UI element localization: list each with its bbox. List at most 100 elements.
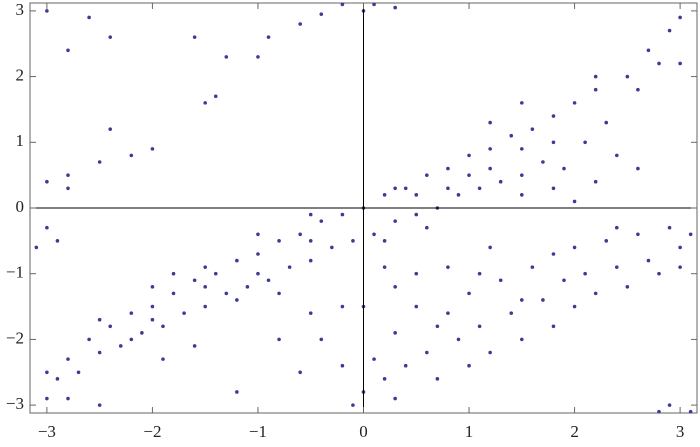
- point: [150, 317, 155, 322]
- point: [520, 193, 524, 197]
- point: [488, 166, 492, 171]
- point: [319, 12, 324, 16]
- point: [203, 304, 207, 309]
- point: [45, 179, 49, 184]
- x-tick-label: −3: [38, 422, 56, 441]
- point: [87, 337, 91, 342]
- x-tick-label: 1: [465, 422, 474, 441]
- point: [467, 173, 471, 177]
- point: [636, 87, 640, 92]
- point: [572, 199, 577, 204]
- point: [256, 271, 260, 276]
- point: [488, 350, 492, 355]
- point: [414, 193, 419, 197]
- point: [97, 160, 102, 164]
- point: [688, 232, 693, 237]
- point: [541, 298, 545, 302]
- point: [530, 265, 535, 269]
- point: [393, 396, 397, 401]
- point: [488, 245, 492, 250]
- point: [562, 166, 566, 171]
- point: [97, 403, 102, 407]
- point: [171, 291, 176, 296]
- point: [308, 239, 313, 243]
- point: [182, 311, 186, 315]
- point: [425, 173, 429, 177]
- point: [256, 55, 260, 59]
- y-tick-label: 2: [16, 65, 25, 84]
- point: [625, 74, 630, 79]
- point: [55, 377, 60, 381]
- point: [488, 147, 492, 151]
- point: [477, 271, 482, 276]
- point: [551, 324, 556, 329]
- point: [614, 265, 619, 269]
- point: [435, 377, 440, 381]
- point: [414, 304, 419, 309]
- point: [593, 179, 598, 184]
- point: [256, 252, 260, 256]
- point: [572, 245, 577, 250]
- point: [55, 239, 60, 243]
- point: [467, 291, 471, 296]
- point: [551, 114, 556, 118]
- y-tick-label: 3: [16, 0, 25, 19]
- point: [129, 337, 134, 342]
- point: [551, 252, 556, 256]
- point: [382, 377, 387, 381]
- point: [625, 285, 630, 289]
- point: [224, 55, 229, 59]
- point: [340, 2, 345, 7]
- point: [678, 15, 682, 20]
- point: [393, 186, 397, 191]
- point: [446, 311, 450, 315]
- point: [530, 127, 535, 131]
- point: [678, 245, 682, 250]
- point: [657, 61, 661, 66]
- point: [509, 311, 514, 315]
- point: [551, 186, 556, 191]
- point: [256, 232, 260, 237]
- point: [382, 265, 387, 269]
- point: [477, 186, 482, 191]
- point: [235, 390, 239, 394]
- point: [150, 285, 155, 289]
- point: [425, 225, 429, 230]
- point: [235, 258, 239, 263]
- point: [45, 225, 49, 230]
- point: [393, 219, 397, 223]
- point: [150, 304, 155, 309]
- point: [593, 87, 598, 92]
- point: [520, 337, 524, 342]
- point: [87, 15, 91, 20]
- point: [97, 317, 102, 322]
- point: [667, 403, 672, 407]
- point: [414, 212, 419, 217]
- point: [224, 291, 229, 296]
- x-tick-label: 3: [676, 422, 685, 441]
- point: [66, 357, 70, 361]
- point: [657, 271, 661, 276]
- point: [192, 278, 197, 283]
- x-tick-label: −2: [143, 422, 161, 441]
- y-tick-label: 1: [16, 131, 25, 150]
- point: [435, 324, 440, 329]
- point: [520, 298, 524, 302]
- point: [298, 370, 302, 375]
- point: [203, 101, 207, 105]
- point: [593, 291, 598, 296]
- point: [245, 285, 250, 289]
- point: [520, 101, 524, 105]
- point: [393, 331, 397, 335]
- point: [646, 48, 651, 53]
- point: [76, 370, 81, 375]
- point: [340, 212, 345, 217]
- point: [108, 324, 113, 329]
- point: [45, 9, 49, 13]
- point: [66, 396, 70, 401]
- point: [393, 285, 397, 289]
- point: [403, 186, 408, 191]
- point: [330, 245, 334, 250]
- point: [34, 245, 39, 250]
